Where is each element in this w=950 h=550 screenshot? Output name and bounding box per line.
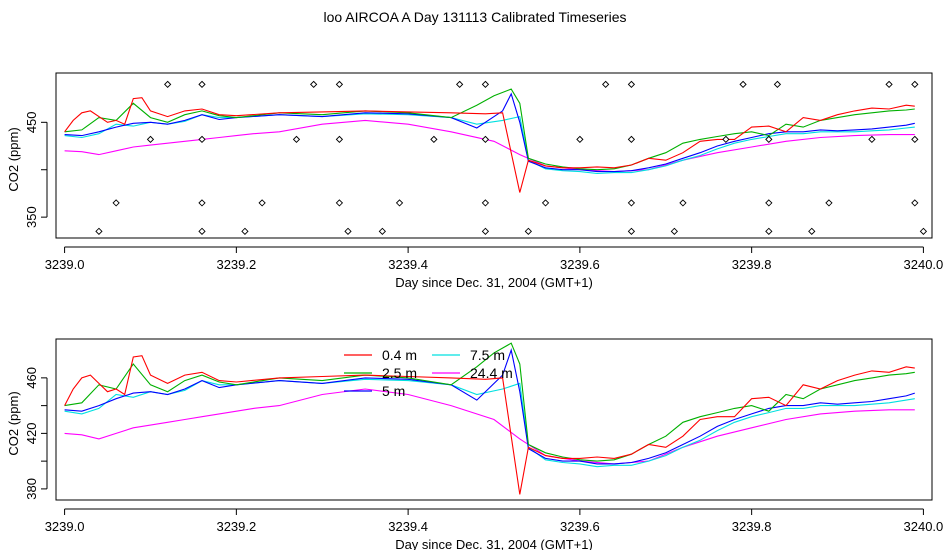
diamond-marker (670, 227, 678, 235)
diamond-marker (773, 80, 782, 89)
y-tick-label: 450 (24, 111, 39, 133)
diamond-marker (627, 80, 636, 89)
diamond-marker (919, 227, 928, 235)
diamond-marker (335, 80, 344, 89)
diamond-marker (765, 227, 773, 235)
diamond-marker (911, 135, 919, 144)
page-title: loo AIRCOA A Day 131113 Calibrated Times… (323, 9, 627, 25)
series-line (64, 388, 915, 465)
diamond-marker (241, 227, 249, 235)
diamond-marker (112, 199, 120, 207)
x-tick-label: 3239.2 (216, 257, 256, 272)
diamond-marker (765, 135, 773, 144)
x-tick-label: 3239.0 (45, 257, 85, 272)
diamond-marker (765, 199, 773, 207)
diamond-marker (146, 135, 155, 144)
legend-label: 2.5 m (382, 365, 417, 381)
diamond-marker (722, 135, 730, 144)
legend-label: 5 m (382, 383, 405, 399)
series-line (64, 97, 915, 193)
series-line (64, 342, 915, 462)
x-tick-label: 3239.6 (560, 257, 600, 272)
diamond-marker (481, 199, 490, 207)
diamond-marker (868, 135, 876, 144)
x-tick-label: 3239.4 (388, 257, 428, 272)
diamond-marker (198, 227, 206, 235)
diamond-marker (885, 80, 893, 89)
diamond-marker (627, 199, 636, 207)
y-axis-label: CO2 (ppm) (6, 127, 21, 191)
y-tick-label: 420 (24, 423, 39, 445)
x-tick-label: 3240.0 (904, 257, 944, 272)
diamond-marker (627, 135, 636, 144)
series-line (64, 348, 915, 465)
diamond-marker (576, 135, 584, 144)
diamond-marker (911, 80, 919, 89)
series-line (64, 88, 915, 171)
diamond-marker (456, 80, 464, 89)
x-tick-label: 3239.8 (732, 519, 772, 534)
y-tick-label: 350 (24, 206, 39, 228)
diamond-marker (198, 80, 206, 89)
panel-2: 3239.0 3239.2 3239.4 3239.6 3239.8 3240.0 Day … (6, 338, 944, 550)
y-tick-label: 460 (24, 367, 39, 389)
plot-frame (55, 72, 933, 239)
data-layer (64, 342, 915, 495)
legend-label: 0.4 m (382, 347, 417, 363)
diamond-marker (395, 199, 404, 207)
diamond-marker (344, 227, 352, 235)
x-axis-label: Day since Dec. 31, 2004 (GMT+1) (395, 537, 593, 550)
data-layer (64, 80, 928, 235)
diamond-marker (825, 199, 833, 207)
series-line (64, 92, 915, 173)
series-line (64, 378, 915, 468)
panel-1: 3239.0 3239.2 3239.4 3239.6 3239.8 3240.0 Day … (6, 72, 944, 290)
diamond-marker (292, 135, 301, 144)
x-tick-label: 3239.0 (45, 519, 85, 534)
plot-frame (55, 338, 933, 501)
diamond-marker (481, 135, 490, 144)
x-axis-label: Day since Dec. 31, 2004 (GMT+1) (395, 275, 593, 290)
diamond-marker (911, 199, 919, 207)
series-line (64, 113, 915, 175)
diamond-marker (258, 199, 266, 207)
legend-label: 24.4 m (470, 365, 513, 381)
diamond-marker (95, 227, 103, 235)
x-tick-label: 3239.6 (560, 519, 600, 534)
diamond-marker (808, 227, 816, 235)
x-tick-label: 3239.4 (388, 519, 428, 534)
diamond-marker (335, 135, 344, 144)
diamond-marker (164, 80, 172, 89)
diamond-marker (198, 199, 206, 207)
legend-label: 7.5 m (470, 347, 505, 363)
diamond-marker (481, 227, 490, 235)
diamond-marker (198, 135, 206, 144)
diamond-marker (627, 227, 636, 235)
diamond-marker (739, 80, 747, 89)
x-tick-label: 3239.8 (732, 257, 772, 272)
diamond-marker (524, 227, 532, 235)
diamond-marker (541, 199, 550, 207)
diamond-marker (310, 80, 318, 89)
diamond-marker (481, 80, 490, 89)
x-tick-label: 3239.2 (216, 519, 256, 534)
diamond-marker (679, 199, 687, 207)
diamond-marker (430, 135, 438, 144)
diamond-marker (378, 227, 386, 235)
series-line (64, 355, 915, 495)
x-tick-label: 3240.0 (904, 519, 944, 534)
diamond-marker (335, 199, 344, 207)
y-axis-label: CO2 (ppm) (6, 391, 21, 455)
series-line (64, 119, 915, 173)
y-tick-label: 380 (24, 478, 39, 500)
diamond-marker (602, 80, 610, 89)
